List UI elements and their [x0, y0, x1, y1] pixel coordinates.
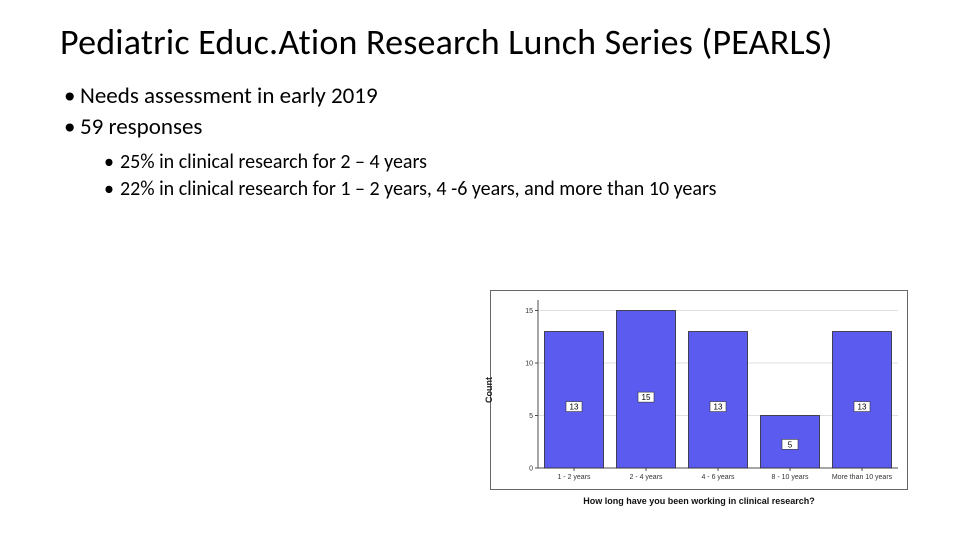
bullet-dot-icon: • [64, 112, 80, 143]
bullet-list-level1: • Needs assessment in early 2019 • 59 re… [60, 81, 900, 143]
bullet-text: Needs assessment in early 2019 [80, 81, 378, 112]
chart-plot: 0 5 10 15 1 - 2 years 13 2 - 4 years 15 4 - 6 ye… [516, 296, 904, 488]
chart-value-label: 13 [714, 403, 723, 412]
slide: Pediatric Educ.Ation Research Lunch Seri… [0, 0, 960, 540]
page-title: Pediatric Educ.Ation Research Lunch Seri… [60, 22, 900, 63]
chart-container: Count 0 5 10 15 1 - 2 years 13 2 - 4 years 15 4 … [460, 290, 908, 520]
chart-x-tick-label: 2 - 4 years [629, 474, 663, 481]
chart-bar [688, 332, 747, 469]
chart-value-label: 13 [570, 403, 579, 412]
chart-x-tick-label: 8 - 10 years [772, 474, 809, 481]
list-item: • 25% in clinical research for 2 – 4 yea… [104, 149, 900, 176]
chart-x-tick-label: 4 - 6 years [701, 474, 735, 481]
chart-x-tick-label: More than 10 years [832, 474, 893, 481]
list-item: • 22% in clinical research for 1 – 2 yea… [104, 176, 900, 203]
bullet-text: 25% in clinical research for 2 – 4 years [120, 149, 427, 176]
bullet-text: 59 responses [80, 112, 202, 143]
chart-y-axis-label-text: Count [484, 377, 494, 403]
bullet-list-level2: • 25% in clinical research for 2 – 4 yea… [60, 149, 900, 203]
list-item: • Needs assessment in early 2019 [64, 81, 900, 112]
bullet-dot-icon: • [104, 176, 120, 203]
bullet-dot-icon: • [64, 81, 80, 112]
bullet-dot-icon: • [104, 149, 120, 176]
chart-value-label: 13 [858, 403, 867, 412]
list-item: • 59 responses [64, 112, 900, 143]
chart-y-axis-label: Count [482, 290, 496, 490]
svg-text:10: 10 [525, 361, 533, 368]
chart-value-label: 15 [642, 393, 651, 402]
chart-bar [544, 332, 603, 469]
svg-text:15: 15 [525, 308, 533, 315]
chart-bar [832, 332, 891, 469]
svg-text:5: 5 [529, 413, 533, 420]
chart-x-tick-label: 1 - 2 years [557, 474, 591, 481]
chart-x-axis-label: How long have you been working in clinic… [490, 496, 908, 506]
chart-bar [616, 311, 675, 469]
bullet-text: 22% in clinical research for 1 – 2 years… [120, 176, 716, 203]
svg-text:0: 0 [529, 466, 533, 473]
chart-value-label: 5 [788, 440, 793, 449]
